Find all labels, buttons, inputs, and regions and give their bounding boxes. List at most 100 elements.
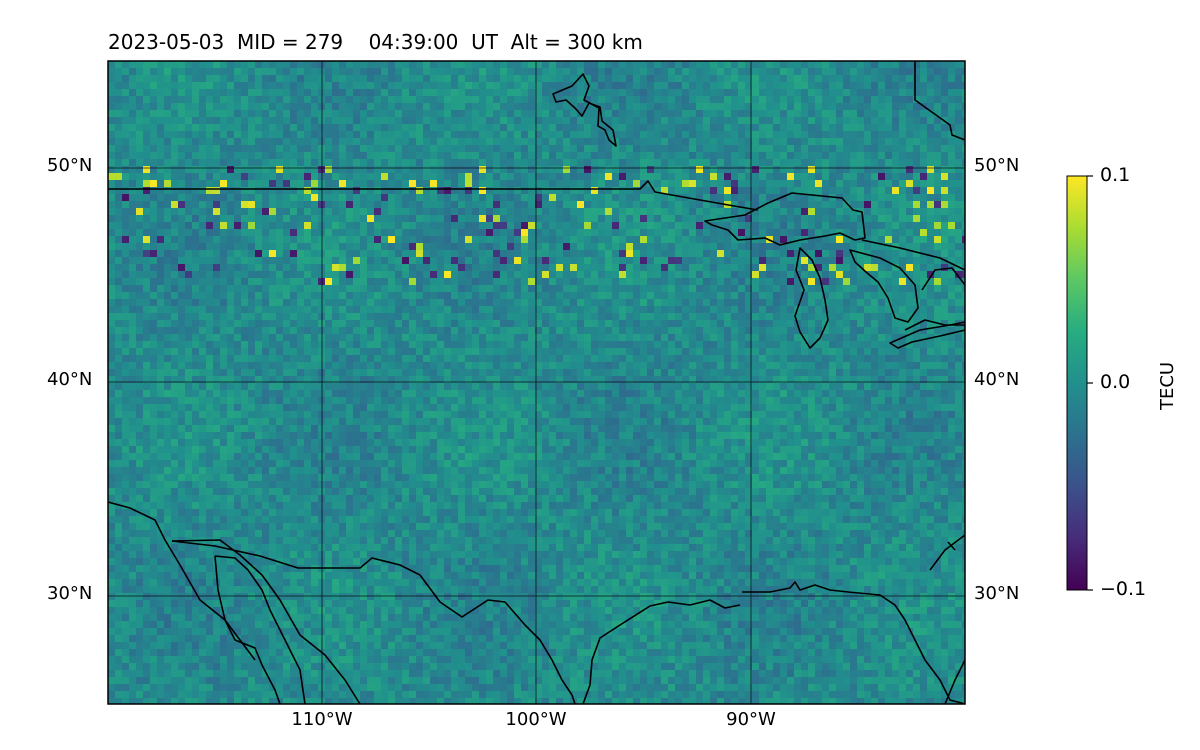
- tec-cell: [388, 194, 396, 202]
- tec-cell: [129, 138, 137, 146]
- tec-cell: [829, 159, 837, 167]
- tec-cell: [297, 264, 305, 272]
- tec-cell: [724, 285, 732, 293]
- tec-cell: [759, 131, 767, 139]
- tec-cell: [598, 313, 606, 321]
- tec-cell: [570, 173, 578, 181]
- tec-cell: [514, 138, 522, 146]
- tec-cell: [864, 96, 872, 104]
- tec-cell: [934, 166, 942, 174]
- tec-cell: [283, 124, 291, 132]
- tec-cell: [451, 187, 459, 195]
- tec-cell: [696, 229, 704, 237]
- tec-cell: [962, 285, 965, 293]
- tec-cell: [290, 103, 298, 111]
- tec-cell: [521, 173, 529, 181]
- tec-cell: [766, 124, 774, 132]
- tec-cell: [640, 103, 648, 111]
- tec-cell: [675, 145, 683, 153]
- tec-cell: [150, 236, 158, 244]
- tec-cell: [465, 327, 473, 335]
- tec-cell: [682, 110, 690, 118]
- tec-cell: [472, 299, 480, 307]
- tec-cell: [500, 236, 508, 244]
- tec-cell: [563, 299, 571, 307]
- tec-cell: [962, 292, 965, 300]
- tec-cell: [626, 271, 634, 279]
- tec-cell: [955, 334, 963, 342]
- tec-cell: [591, 96, 599, 104]
- tec-cell: [227, 222, 235, 230]
- tec-cell: [220, 236, 228, 244]
- tec-cell: [955, 222, 963, 230]
- tec-cell: [178, 306, 186, 314]
- tec-cell: [752, 257, 760, 265]
- tec-cell: [556, 180, 564, 188]
- tec-cell: [689, 110, 697, 118]
- tec-cell: [423, 271, 431, 279]
- tec-cell: [367, 152, 375, 160]
- tec-cell: [808, 166, 816, 174]
- tec-cell: [227, 264, 235, 272]
- tec-cell: [598, 278, 606, 286]
- tec-cell: [745, 215, 753, 223]
- tec-cell: [374, 208, 382, 216]
- tec-cell: [892, 103, 900, 111]
- tec-cell: [864, 236, 872, 244]
- tec-cell: [605, 320, 613, 328]
- tec-cell: [262, 327, 270, 335]
- tec-cell: [955, 292, 963, 300]
- tec-cell: [808, 271, 816, 279]
- tec-cell: [346, 334, 354, 342]
- tec-cell: [780, 327, 788, 335]
- tec-cell: [199, 292, 207, 300]
- tec-cell: [220, 264, 228, 272]
- tec-cell: [766, 61, 774, 69]
- tec-cell: [423, 285, 431, 293]
- tec-cell: [381, 299, 389, 307]
- tec-cell: [717, 208, 725, 216]
- tec-cell: [402, 292, 410, 300]
- tec-cell: [451, 229, 459, 237]
- tec-cell: [724, 327, 732, 335]
- tec-cell: [227, 320, 235, 328]
- tec-cell: [787, 166, 795, 174]
- tec-cell: [801, 334, 809, 342]
- tec-cell: [185, 327, 193, 335]
- tec-cell: [521, 341, 529, 349]
- tec-cell: [598, 75, 606, 83]
- tec-cell: [402, 152, 410, 160]
- tec-cell: [892, 96, 900, 104]
- tec-cell: [906, 292, 914, 300]
- tec-cell: [185, 61, 193, 69]
- tec-cell: [458, 215, 466, 223]
- tec-cell: [465, 271, 473, 279]
- tec-cell: [605, 306, 613, 314]
- tec-cell: [346, 299, 354, 307]
- tec-cell: [871, 201, 879, 209]
- tec-cell: [927, 264, 935, 272]
- tec-cell: [458, 173, 466, 181]
- tec-cell: [164, 334, 172, 342]
- tec-cell: [297, 299, 305, 307]
- tec-cell: [150, 124, 158, 132]
- tec-cell: [199, 208, 207, 216]
- tec-cell: [346, 159, 354, 167]
- tec-cell: [178, 313, 186, 321]
- tec-cell: [206, 166, 214, 174]
- tec-cell: [927, 187, 935, 195]
- tec-cell: [591, 229, 599, 237]
- tec-cell: [829, 96, 837, 104]
- tec-cell: [192, 292, 200, 300]
- tec-cell: [122, 208, 130, 216]
- tec-cell: [185, 341, 193, 349]
- tec-cell: [206, 327, 214, 335]
- tec-cell: [360, 187, 368, 195]
- tec-cell: [563, 271, 571, 279]
- tec-cell: [948, 194, 956, 202]
- tec-cell: [794, 215, 802, 223]
- tec-cell: [276, 201, 284, 209]
- tec-cell: [199, 173, 207, 181]
- tec-cell: [703, 292, 711, 300]
- tec-cell: [878, 320, 886, 328]
